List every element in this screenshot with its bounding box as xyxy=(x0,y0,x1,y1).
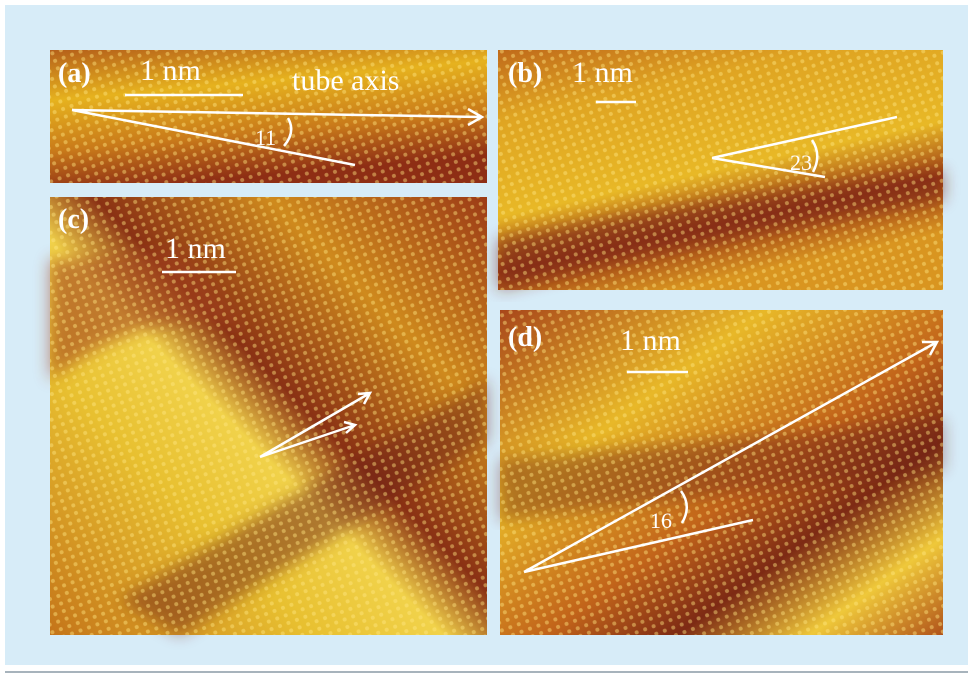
scale-label: 1 nm xyxy=(140,54,201,87)
panel-label: (c) xyxy=(58,204,89,235)
scale-label: 1 nm xyxy=(620,324,681,357)
panel-a: (a) 1 nm tube axis 11 xyxy=(50,50,487,183)
figure: (a) 1 nm tube axis 11 (b) 1 nm 23 (c) 1 … xyxy=(0,0,973,677)
angle-label: 16 xyxy=(650,508,672,533)
scale-label: 1 nm xyxy=(572,56,633,89)
angle-label: 23 xyxy=(790,150,812,175)
angle-label: 11 xyxy=(255,125,276,150)
page: (a) 1 nm tube axis 11 (b) 1 nm 23 (c) 1 … xyxy=(0,0,973,677)
panel-c: (c) 1 nm xyxy=(50,197,487,635)
panel-label: (a) xyxy=(58,58,91,89)
panel-label: (d) xyxy=(508,322,542,353)
panel-d: (d) 1 nm 16 xyxy=(500,310,943,635)
panel-b: (b) 1 nm 23 xyxy=(498,50,943,290)
scale-label: 1 nm xyxy=(165,232,226,265)
panel-label: (b) xyxy=(508,58,542,89)
axis-label: tube axis xyxy=(292,64,399,97)
